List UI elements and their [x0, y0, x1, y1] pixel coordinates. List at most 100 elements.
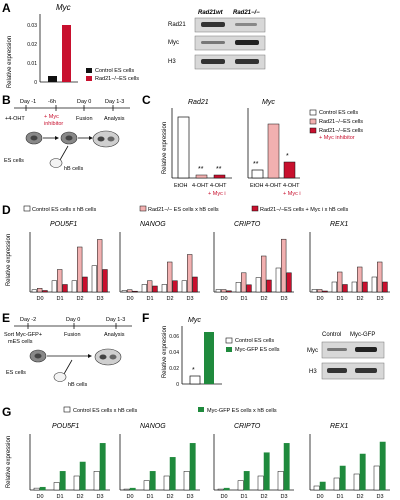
- bar: [73, 475, 80, 491]
- subplot-xtick: D0: [126, 494, 133, 500]
- bar: [226, 290, 232, 293]
- panel-b-arrowhead-icon: [89, 136, 93, 140]
- panel-f-legend-label: Myc-GFP ES cells: [235, 347, 280, 353]
- panel-e: E Day -2 Day 0 Day 1-3 Sort Myc-GFP+ mES…: [2, 311, 132, 388]
- panel-d-gene: POU5F1: [50, 221, 77, 228]
- bar: [181, 280, 187, 293]
- panel-g-gene: POU5F1: [52, 423, 79, 430]
- bar: [187, 254, 193, 293]
- bar: [283, 443, 290, 491]
- bar: [237, 480, 244, 491]
- panel-c-xtick-sub: + Myc i: [208, 191, 226, 197]
- panel-b-timepoint: -6h: [48, 99, 56, 105]
- subplot-xtick: D1: [146, 296, 153, 302]
- panel-c-bar: [195, 174, 208, 179]
- panel-f-ytick: 0.04: [169, 350, 179, 356]
- panel-g-gene: NANOG: [140, 423, 166, 430]
- panel-f-bar-mycgfp: [204, 332, 214, 384]
- subplot-xtick: D1: [146, 494, 153, 500]
- bar: [379, 441, 386, 491]
- panel-e-step: Sort Myc-GFP+: [4, 332, 42, 338]
- bar: [77, 246, 83, 293]
- panel-b-arrowhead-icon: [55, 136, 59, 140]
- bar: [351, 281, 357, 293]
- panel-b-step: + Myc: [44, 114, 59, 120]
- bar: [257, 475, 264, 491]
- bar: [91, 265, 97, 293]
- panel-c-bar: [267, 123, 280, 179]
- bar: [152, 285, 158, 293]
- bar: [339, 465, 346, 491]
- panel-a: A Myc Relative expression 0 0.01 0.02 0.…: [2, 1, 266, 88]
- bar: [362, 281, 368, 293]
- panel-a-blot-header: Rad21−/−: [233, 10, 260, 16]
- bar: [189, 443, 196, 491]
- panel-e-nucleus-icon: [109, 354, 117, 360]
- panel-b-nucleus-icon: [65, 135, 73, 141]
- subplot-xtick: D2: [76, 296, 83, 302]
- panel-f-ytick: 0.06: [169, 334, 179, 340]
- bar: [172, 280, 178, 293]
- subplot-xtick: D2: [166, 296, 173, 302]
- bar: [275, 267, 281, 293]
- panel-g-legend-swatch: [63, 406, 71, 413]
- panel-c-xtick: EtOH: [174, 183, 187, 189]
- panel-b-step: Fusion: [76, 116, 93, 122]
- subplot-xtick: D0: [36, 494, 43, 500]
- panel-c-title-myc: Myc: [262, 99, 275, 106]
- subplot-xtick: D0: [126, 296, 133, 302]
- subplot-xtick: D1: [56, 494, 63, 500]
- panel-g: G Control ES cells x hB cells Myc-GFP ES…: [2, 405, 390, 500]
- bar: [311, 289, 317, 293]
- bar: [261, 255, 267, 293]
- panel-f: F Myc Relative expression 0 0.02 0.04 0.…: [142, 311, 385, 388]
- subplot-xtick: D1: [240, 296, 247, 302]
- panel-f-blot-band: [327, 348, 347, 351]
- bar: [353, 473, 360, 491]
- bar: [82, 276, 88, 293]
- panel-b-cell-label: ES cells: [4, 158, 24, 164]
- bar: [39, 486, 46, 491]
- bar: [317, 289, 323, 293]
- panel-a-ytick: 0.01: [27, 61, 37, 67]
- bar: [215, 289, 221, 293]
- bar: [313, 485, 320, 491]
- panel-d-legend-label: Control ES cells x hB cells: [32, 207, 96, 213]
- panel-a-blot-band: [201, 41, 225, 44]
- panel-f-significance: *: [192, 367, 195, 374]
- panel-c-bar: [213, 174, 226, 179]
- panel-e-letter: E: [2, 311, 10, 325]
- subplot-xtick: D3: [280, 296, 287, 302]
- panel-f-ytick: 0: [176, 382, 179, 388]
- panel-c: C Relative expression Rad21 Myc ** ** **…: [142, 93, 363, 197]
- panel-c-significance: **: [253, 161, 259, 168]
- panel-b-step: inhibitor: [44, 121, 63, 127]
- subplot-xtick: D3: [96, 296, 103, 302]
- bar: [377, 261, 383, 293]
- panel-e-fused-cell-icon: [94, 348, 122, 366]
- panel-a-ylabel: Relative expression: [7, 36, 13, 88]
- panel-b-timepoint: Day -1: [20, 99, 36, 105]
- panel-a-blot-band: [201, 22, 225, 27]
- bar: [333, 477, 340, 491]
- bar: [217, 488, 224, 491]
- bar: [359, 453, 366, 491]
- bar: [42, 290, 48, 293]
- subplot-xtick: D3: [186, 296, 193, 302]
- panel-a-legend-swatch: [86, 76, 92, 81]
- bar: [57, 269, 63, 293]
- subplot-xtick: D2: [260, 494, 267, 500]
- panel-e-timepoint: Day 0: [66, 317, 80, 323]
- panel-f-blot-band: [355, 368, 377, 373]
- bar: [127, 289, 133, 293]
- panel-g-legend-swatch: [198, 407, 204, 412]
- bar: [266, 279, 272, 293]
- subplot-xtick: D3: [96, 494, 103, 500]
- bar: [243, 471, 250, 491]
- panel-c-legend-label: Control ES cells: [319, 110, 358, 116]
- panel-a-ytick: 0.03: [27, 23, 37, 29]
- panel-e-cell-label: hB cells: [68, 382, 88, 388]
- panel-b-nucleus-icon: [30, 135, 38, 141]
- panel-e-hb-cell-icon: [53, 372, 67, 382]
